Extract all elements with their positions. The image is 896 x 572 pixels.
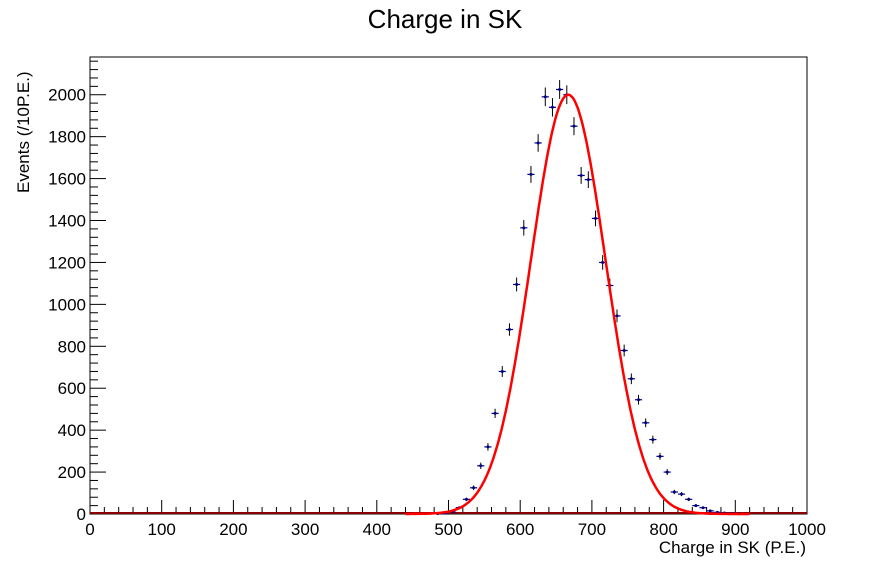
data-point-marker <box>672 490 676 494</box>
gaussian-fit-curve <box>405 93 750 516</box>
y-axis-label: Events (/10P.E.) <box>14 71 33 193</box>
y-tick-label: 600 <box>58 379 86 398</box>
plot-frame <box>89 56 808 515</box>
data-point-marker <box>708 509 712 513</box>
x-tick-label: 400 <box>363 520 391 539</box>
data-point-marker <box>637 398 641 402</box>
y-tick-label: 400 <box>58 421 86 440</box>
data-point-marker <box>500 369 504 373</box>
y-tick-label: 1800 <box>48 128 86 147</box>
data-point-marker <box>493 411 497 415</box>
data-point-marker <box>550 105 554 109</box>
x-tick-label: 900 <box>721 520 749 539</box>
data-point-marker <box>680 492 684 496</box>
data-point-marker <box>479 464 483 468</box>
data-points <box>434 80 750 516</box>
y-tick-label: 200 <box>58 463 86 482</box>
data-point-marker <box>464 497 468 501</box>
x-tick-label: 1000 <box>788 520 826 539</box>
data-point-marker <box>593 216 597 220</box>
data-point-marker <box>586 178 590 182</box>
x-tick-label: 600 <box>506 520 534 539</box>
data-point-marker <box>472 486 476 490</box>
x-tick-label: 300 <box>291 520 319 539</box>
data-point-marker <box>507 328 511 332</box>
data-point-marker <box>629 377 633 381</box>
data-point-marker <box>572 124 576 128</box>
y-tick-label: 800 <box>58 337 86 356</box>
data-point-marker <box>665 470 669 474</box>
x-tick-label: 100 <box>148 520 176 539</box>
data-point-marker <box>515 282 519 286</box>
data-point-marker <box>701 506 705 510</box>
x-tick-label: 700 <box>578 520 606 539</box>
y-axis-ticks: 0 200 400 600 800 1000 1200 1400 1600 1800 2000 <box>48 60 106 524</box>
x-axis-ticks: 0 100 200 300 400 500 600 700 800 900 1000 <box>85 500 826 539</box>
x-tick-label: 200 <box>219 520 247 539</box>
y-tick-label: 0 <box>77 505 86 524</box>
chart-title: Charge in SK <box>368 4 523 34</box>
y-tick-label: 1400 <box>48 212 86 231</box>
x-tick-label: 0 <box>85 520 94 539</box>
y-tick-label: 1000 <box>48 295 86 314</box>
y-tick-label: 2000 <box>48 86 86 105</box>
data-point-marker <box>601 260 605 264</box>
data-point-marker <box>522 226 526 230</box>
x-tick-label: 800 <box>649 520 677 539</box>
data-point-marker <box>644 421 648 425</box>
x-tick-label: 500 <box>434 520 462 539</box>
data-point-marker <box>486 445 490 449</box>
data-point-marker <box>579 173 583 177</box>
data-point-marker <box>694 504 698 508</box>
data-point-marker <box>558 87 562 91</box>
x-axis-label: Charge in SK (P.E.) <box>659 538 806 557</box>
data-point-marker <box>658 454 662 458</box>
y-tick-label: 1200 <box>48 253 86 272</box>
data-point-marker <box>529 172 533 176</box>
data-point-marker <box>536 141 540 145</box>
y-tick-label: 1600 <box>48 170 86 189</box>
data-point-marker <box>543 95 547 99</box>
data-point-marker <box>622 348 626 352</box>
data-point-marker <box>615 314 619 318</box>
data-point-marker <box>651 438 655 442</box>
data-point-marker <box>687 497 691 501</box>
